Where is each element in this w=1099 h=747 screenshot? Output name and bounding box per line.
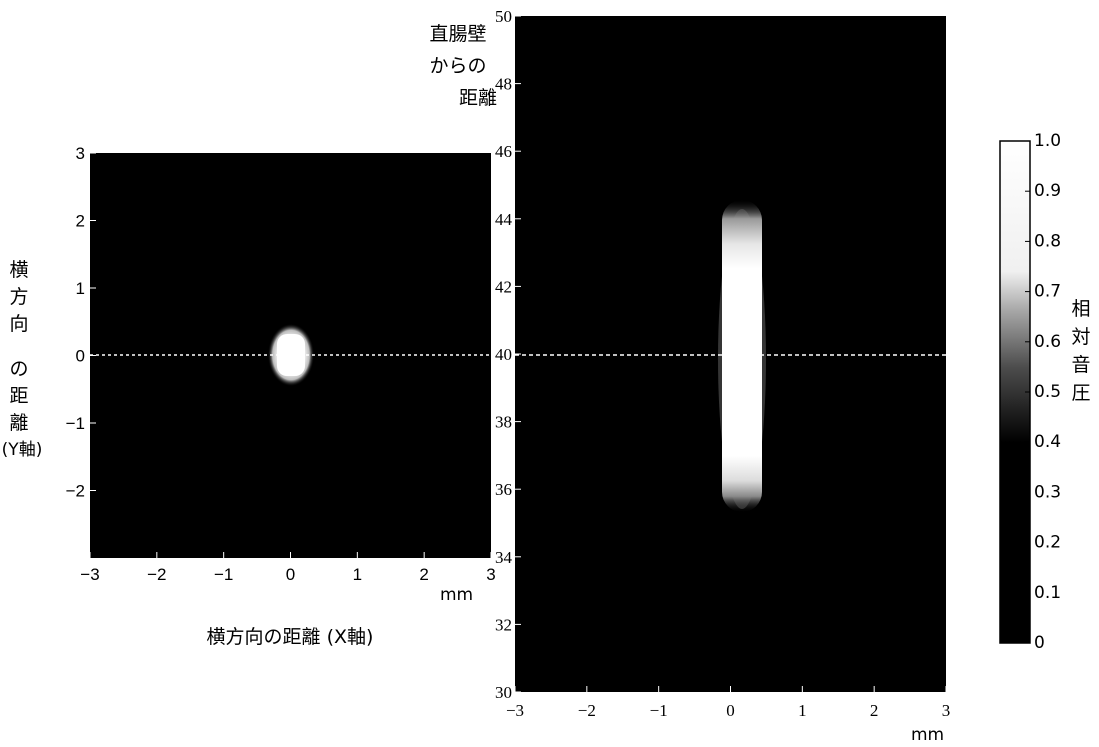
colorbar-tick-label: 0.7	[1034, 282, 1061, 302]
right-y-tick-label: 34	[495, 548, 513, 567]
left-x-tick-label: −3	[80, 565, 99, 584]
left-x-tick-label: −1	[214, 565, 233, 584]
right-x-tick-label: 3	[942, 701, 951, 720]
svg-text:相: 相	[1071, 298, 1090, 320]
left-y-tick-label: 1	[76, 279, 85, 298]
left-y-tick-label: 2	[76, 212, 85, 231]
right-y-tick-label: 32	[495, 615, 512, 634]
colorbar-tick-label: 0.3	[1034, 482, 1061, 502]
svg-text:距: 距	[9, 385, 28, 407]
colorbar-tick-label: 0.5	[1034, 382, 1061, 402]
colorbar-tick-label: 0.6	[1034, 332, 1061, 352]
right-x-tick-label: −2	[578, 701, 596, 720]
colorbar: 1.0 0.9 0.8 0.7 0.6 0.5 0.4 0.3 0.2 0.1 0 相 対 音 圧	[999, 131, 1091, 653]
right-x-tick-label: 1	[798, 701, 807, 720]
left-x-tick-label: −2	[147, 565, 166, 584]
left-x-ticks: −3 −2 −1 0 1 2 3	[80, 552, 496, 584]
right-y-tick-label: 48	[495, 75, 512, 94]
colorbar-tick-label: 0.9	[1034, 181, 1061, 201]
colorbar-ticks: 1.0 0.9 0.8 0.7 0.6 0.5 0.4 0.3 0.2 0.1 0	[1025, 131, 1061, 653]
svg-text:音: 音	[1071, 354, 1090, 376]
colorbar-tick-label: 1.0	[1034, 131, 1061, 151]
colorbar-tick-label: 0.2	[1034, 533, 1061, 553]
left-y-ticks: 3 2 1 0 −1 −2	[66, 144, 96, 501]
svg-text:(Y軸): (Y軸)	[2, 440, 43, 460]
right-panel: −3 −2 −1 0 1 2 3 50 48 46 44 42 40 38 36 34 32 30 mm 直腸壁…	[429, 7, 950, 745]
left-y-axis-label: 横 方 向 の 距 離 (Y軸)	[2, 259, 43, 460]
right-x-tick-label: −1	[650, 701, 668, 720]
left-x-unit: mm	[440, 585, 473, 605]
colorbar-tick-label: 0.4	[1034, 432, 1061, 452]
right-y-tick-label: 44	[495, 210, 513, 229]
right-y-tick-label: 38	[495, 413, 512, 432]
right-y-tick-label: 36	[495, 480, 512, 499]
left-x-tick-label: 2	[419, 565, 428, 584]
right-x-unit: mm	[911, 725, 944, 745]
svg-text:からの: からの	[429, 55, 486, 77]
svg-text:横: 横	[9, 259, 28, 281]
left-y-tick-label: −1	[66, 414, 85, 433]
right-y-tick-label: 40	[495, 345, 512, 364]
colorbar-tick-label: 0.1	[1034, 583, 1061, 603]
left-x-tick-label: 1	[353, 565, 362, 584]
svg-text:距離: 距離	[459, 87, 497, 109]
colorbar-tick-label: 0.8	[1034, 231, 1061, 251]
left-x-tick-label: 3	[486, 565, 495, 584]
right-y-tick-label: 30	[495, 683, 512, 702]
right-y-ticks: 50 48 46 44 42 40 38 36 34 32 30	[495, 7, 521, 702]
left-y-tick-label: 3	[76, 144, 85, 163]
left-panel: −3 −2 −1 0 1 2 3 3 2 1 0 −1 −2 mm 横方向の距離 (X軸) 横 方 向…	[2, 144, 496, 648]
svg-text:の: の	[9, 358, 28, 380]
right-y-axis-label: 直腸壁 からの 距離	[429, 23, 497, 109]
right-y-tick-label: 46	[495, 142, 512, 161]
right-x-tick-label: 2	[870, 701, 879, 720]
svg-text:方: 方	[9, 286, 28, 308]
left-y-tick-label: 0	[76, 347, 85, 366]
left-y-tick-label: −2	[66, 482, 85, 501]
right-x-ticks: −3 −2 −1 0 1 2 3	[506, 686, 950, 720]
right-x-tick-label: 0	[726, 701, 735, 720]
left-x-axis-label: 横方向の距離 (X軸)	[207, 626, 374, 648]
svg-text:離: 離	[9, 412, 28, 434]
right-y-tick-label: 50	[495, 7, 512, 26]
colorbar-label: 相 対 音 圧	[1071, 298, 1090, 404]
svg-text:直腸壁: 直腸壁	[429, 23, 486, 45]
svg-text:圧: 圧	[1071, 382, 1090, 404]
right-focal-spot	[722, 200, 762, 512]
svg-text:向: 向	[9, 313, 28, 335]
colorbar-tick-label: 0	[1034, 633, 1045, 653]
right-y-tick-label: 42	[495, 277, 512, 296]
right-x-tick-label: −3	[506, 701, 524, 720]
svg-text:対: 対	[1071, 326, 1090, 348]
left-x-tick-label: 0	[286, 565, 295, 584]
